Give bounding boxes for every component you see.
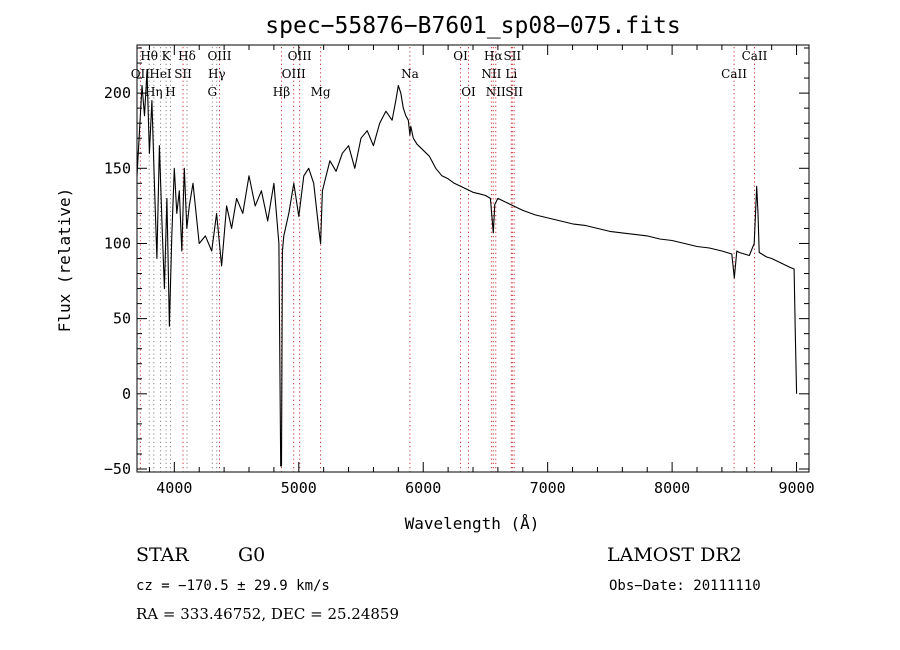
- spectral-line-label: H: [165, 85, 175, 99]
- spectral-line-label: OI: [461, 85, 476, 99]
- spectral-line-label: G: [207, 85, 217, 99]
- x-tick-label: 8000: [654, 479, 690, 497]
- x-axis-label: Wavelength (Å): [405, 514, 540, 533]
- spectral-line-label: OIII: [207, 49, 231, 63]
- spectral-line-label: NII: [486, 85, 506, 99]
- x-axis-ticks: 4000 5000 6000 7000 8000 9000: [148, 45, 815, 497]
- spectral-line-label: OI: [453, 49, 468, 63]
- spectral-line-label: Hη: [145, 85, 163, 99]
- spectral-line-label: Hα: [484, 49, 503, 63]
- spectral-line-markers: [139, 47, 755, 472]
- spectral-line-label: SII: [505, 85, 523, 99]
- chart-title: spec−55876−B7601_sp08−075.fits: [265, 13, 680, 39]
- y-tick-label: 100: [104, 234, 131, 252]
- spectral-line-label: Hθ: [140, 49, 158, 63]
- spectral-line-label: OIII: [282, 67, 306, 81]
- radec-readout: RA = 333.46752, DEC = 25.24859: [136, 605, 399, 623]
- spectral-line-label: OII: [131, 67, 151, 81]
- y-axis-ticks: −50 0 50 100 150 200: [104, 47, 809, 478]
- spectral-line-label: HeI: [149, 67, 172, 81]
- y-tick-label: 200: [104, 84, 131, 102]
- spectrum-line: [136, 70, 798, 467]
- spectral-line-label: SII: [503, 49, 521, 63]
- spectral-line-label: Hδ: [178, 49, 196, 63]
- x-tick-label: 4000: [156, 479, 192, 497]
- spectral-line-label: OIII: [288, 49, 312, 63]
- object-subclass: G0: [238, 544, 265, 566]
- y-tick-label: 50: [113, 310, 131, 328]
- spectral-line-label: CaII: [721, 67, 747, 81]
- plot-frame: [136, 44, 810, 473]
- spectral-line-label: Hβ: [273, 85, 290, 99]
- x-tick-label: 5000: [281, 479, 317, 497]
- obs-date: Obs−Date: 20111110: [609, 578, 761, 594]
- spectral-line-label: Na: [401, 67, 419, 81]
- survey-name: LAMOST DR2: [607, 544, 742, 566]
- spectral-line-label: CaII: [742, 49, 768, 63]
- object-class: STAR: [136, 544, 189, 566]
- x-tick-label: 6000: [405, 479, 441, 497]
- spectral-line-label: NII: [481, 67, 501, 81]
- x-tick-label: 7000: [530, 479, 566, 497]
- redshift-readout: cz = −170.5 ± 29.9 km/s: [136, 578, 330, 594]
- y-axis-label: Flux (relative): [55, 188, 74, 333]
- y-tick-label: 150: [104, 159, 131, 177]
- spectral-line-label: Hγ: [208, 67, 226, 81]
- x-tick-label: 9000: [778, 479, 814, 497]
- spectral-line-label: Li: [505, 67, 517, 81]
- y-tick-label: 0: [122, 385, 131, 403]
- spectral-line-label: K: [162, 49, 172, 63]
- spectral-line-label: SII: [174, 67, 192, 81]
- spectral-line-labels: Hθ OII Hη HeI K H SII Hδ OIII Hγ G Hβ OIII OIII Mg Na OI…: [131, 49, 768, 99]
- spectral-line-label: Mg: [311, 85, 331, 99]
- y-tick-label: −50: [104, 460, 131, 478]
